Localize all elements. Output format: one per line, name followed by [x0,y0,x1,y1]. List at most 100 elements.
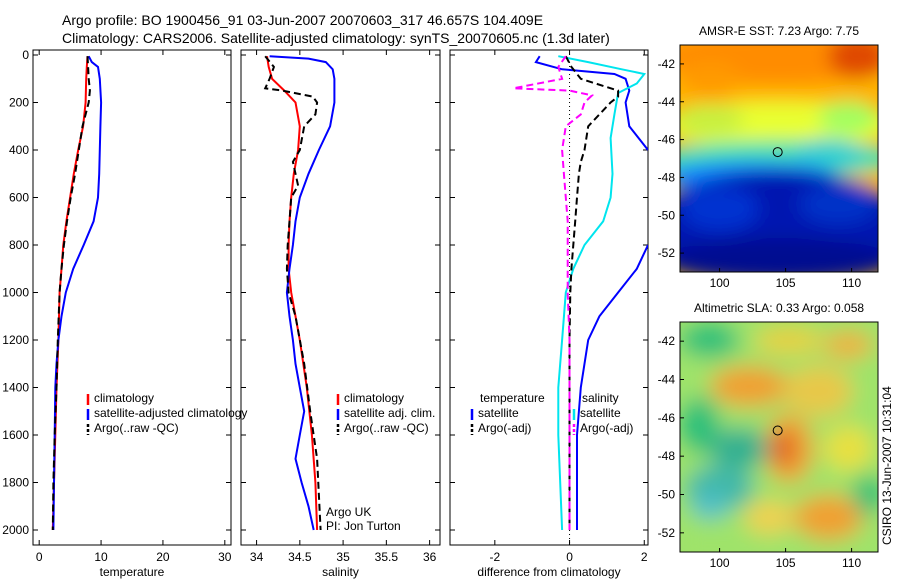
map-y-tick-label: -42 [658,334,676,348]
x-axis-label: temperature [100,565,165,579]
map-field-patch [680,237,878,272]
map-field-patch [709,427,770,470]
series-line-climatology [266,56,319,531]
series-group [51,55,103,531]
y-tick-label: 200 [9,96,29,110]
map-x-tick-label: 110 [842,556,861,570]
legend-label-salinity-1: satellite adj. clim. [344,406,435,420]
map-field-patch [771,431,795,466]
y-tick-label: 800 [9,238,29,252]
legend-column-title: salinity [582,391,619,405]
annotation-line: PI: Jon Turton [326,519,401,533]
map-y-tick-label: -42 [658,57,676,71]
map-field-patch [680,323,740,358]
x-tick-label: 34 [250,550,264,564]
legend-label-difference-1-0: satellite [580,406,621,420]
map-field-patch [823,331,874,359]
legend-label-temperature-0: climatology [94,391,154,405]
profile-plots-layer: 0 10 20 30temperature0200400600800100012001… [2,48,649,579]
map-field-patch [680,185,760,232]
map-y-tick-label: -48 [658,170,676,184]
y-tick-label: 1000 [2,286,29,300]
plot-frame [449,49,649,546]
map-y-tick-label: -44 [658,95,676,109]
map-field-patch [793,494,864,541]
series-line-satellite [269,55,336,531]
y-tick-label: 1400 [2,381,29,395]
annotation-line: Argo UK [326,505,371,519]
x-tick-label: 30 [218,550,232,564]
y-tick-label: 2000 [2,523,29,537]
plot-frame [240,49,441,546]
legend-column-title: temperature [480,391,545,405]
map-x-tick-label: 105 [776,276,796,290]
series-line-temp_satellite_lower [576,244,648,530]
header-line-2: Climatology: CARS2006. Satellite-adjuste… [62,30,610,46]
map-field-patch [793,138,864,170]
maps-layer: AMSR-E SST: 7.23 Argo: 7.75 100 105 110 -42 -… [658,24,879,570]
map-x-tick-label: 100 [710,556,730,570]
x-axis-label: salinity [322,565,359,579]
x-tick-label: 2 [641,550,648,564]
series-line-sal_argo [513,55,595,530]
y-tick-label: 600 [9,191,29,205]
plot-salinity: 34 34.5 35 35.5 36 salinity climatologysatelli… [240,49,441,579]
y-tick-label: 1600 [2,428,29,442]
series-line-satellite [52,55,103,531]
legend-label-temperature-1: satellite-adjusted climatology [94,406,247,420]
map-title: Altimetric SLA: 0.33 Argo: 0.058 [694,301,864,315]
x-tick-label: 0 [36,550,43,564]
watermark-label: CSIRO 13-Jun-2007 10:31:04 [880,386,894,545]
series-line-argo [263,55,322,531]
series-line-temp_satellite [534,55,648,151]
x-tick-label: -2 [489,550,500,564]
x-tick-label: 35 [336,550,350,564]
map-y-tick-label: -50 [658,488,676,502]
map-x-tick-label: 100 [710,276,730,290]
y-tick-label: 1200 [2,333,29,347]
map-x-tick-label: 110 [842,276,861,290]
legend-label-difference-0-0: satellite [478,406,519,420]
map-field-patch [744,500,794,535]
map-title: AMSR-E SST: 7.23 Argo: 7.75 [699,24,859,38]
map-y-tick-label: -48 [658,449,676,463]
map-field-patch [754,326,824,355]
y-tick-label: 0 [22,48,29,62]
series-line-sal_satellite [557,55,647,531]
y-tick-label: 400 [9,143,29,157]
series-group [513,55,648,531]
map-field [680,45,878,272]
x-tick-label: 35.5 [375,550,399,564]
legend-label-difference-1-1: Argo(-adj) [580,421,633,435]
map-y-tick-label: -52 [658,246,676,260]
plot-difference: -2 0 2 difference from climatology temperatu… [449,49,649,579]
series-group [263,55,336,531]
map-frame [679,321,879,553]
map-field-patch [689,492,730,520]
map-y-tick-label: -52 [658,526,676,540]
plot-temperature: 0 10 20 30 temperature 0 200 400 600 800 1000 1200 1… [2,48,247,579]
legend-label-difference-0-1: Argo(-adj) [478,421,531,435]
map-frame [679,44,879,273]
map-y-tick-label: -46 [658,411,676,425]
map-field-patch [828,45,878,80]
series-line-argo [51,56,91,531]
map-field-patch [709,365,789,408]
argo-position-marker [772,147,783,158]
map-field-patch [823,425,874,472]
map-sst_map: AMSR-E SST: 7.23 Argo: 7.75 100 105 110 -42 -… [658,24,879,290]
map-field-blur [680,45,878,272]
map-y-tick-label: -44 [658,373,676,387]
legend-label-temperature-2: Argo(..raw -QC) [94,421,179,435]
x-tick-label: 10 [94,550,108,564]
map-field-patch [783,365,854,417]
y-tick-label: 1800 [2,476,29,490]
map-field-patch [680,62,740,97]
series-line-temp_argo [564,55,620,530]
map-field-patch [680,396,720,455]
map-sla_map: Altimetric SLA: 0.33 Argo: 0.058 100 105 11… [658,301,879,570]
map-field-patch [853,473,878,516]
x-axis-label: difference from climatology [477,565,620,579]
map-field-patch [680,104,745,136]
